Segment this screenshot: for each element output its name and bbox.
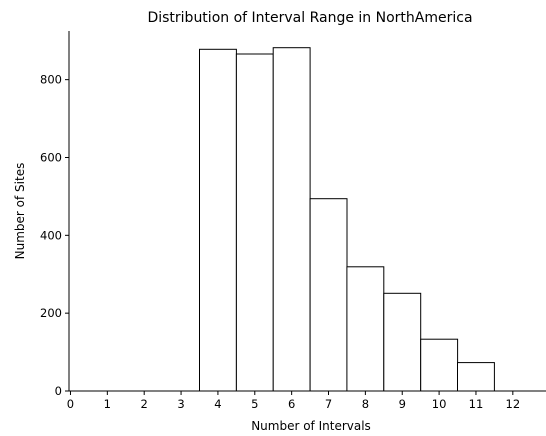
x-tick-label: 10 — [432, 397, 447, 411]
x-tick-label: 5 — [251, 397, 258, 411]
bars-group — [199, 47, 495, 392]
bar-4 — [199, 48, 237, 392]
x-tick-label: 0 — [67, 397, 74, 411]
x-tick-label: 4 — [214, 397, 221, 411]
y-tick-label: 0 — [55, 384, 62, 398]
x-tick-label: 3 — [177, 397, 184, 411]
bar-9 — [383, 292, 422, 392]
y-tick-label: 800 — [40, 73, 62, 87]
x-tick-label: 11 — [469, 397, 484, 411]
x-tick-label: 1 — [104, 397, 111, 411]
bar-10 — [420, 338, 459, 392]
bar-6 — [272, 47, 311, 392]
x-tick-label: 7 — [325, 397, 332, 411]
bar-7 — [309, 198, 348, 392]
y-tick-label: 600 — [40, 150, 62, 164]
x-tick-label: 9 — [399, 397, 406, 411]
x-tick-label: 6 — [288, 397, 295, 411]
bar-11 — [457, 362, 495, 392]
chart-title: Distribution of Interval Range in NorthA… — [147, 10, 472, 26]
x-tick-label: 2 — [141, 397, 148, 411]
x-axis-ticks: 0 1 2 3 4 5 6 7 8 9 10 11 12 — [67, 391, 520, 411]
x-axis-label: Number of Intervals — [251, 419, 371, 433]
y-axis-label: Number of Sites — [13, 163, 27, 260]
bar-8 — [346, 266, 385, 392]
y-axis-ticks: 0 200 400 600 800 — [40, 73, 69, 398]
y-tick-label: 400 — [40, 228, 62, 242]
y-tick-label: 200 — [40, 306, 62, 320]
bar-5 — [235, 53, 274, 392]
x-tick-label: 8 — [362, 397, 369, 411]
x-tick-label: 12 — [506, 397, 521, 411]
